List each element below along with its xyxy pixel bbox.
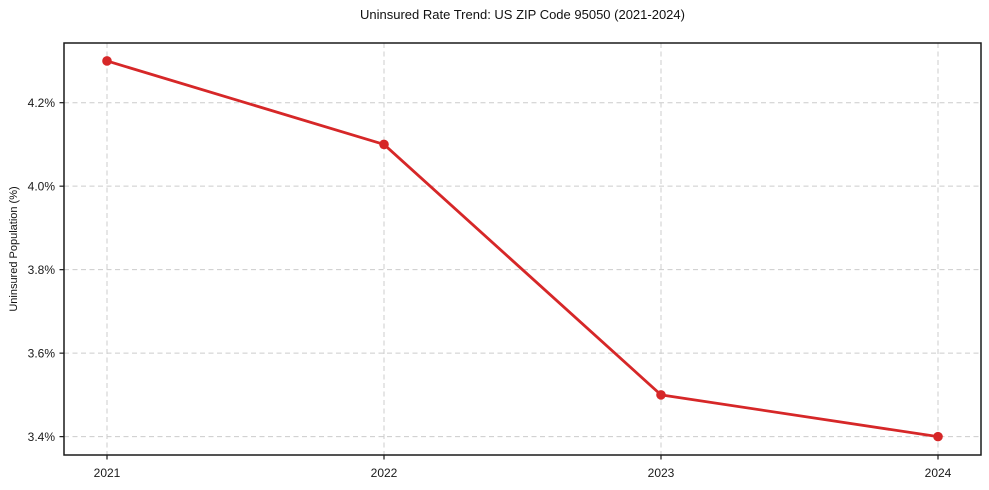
x-tick-label: 2023 bbox=[648, 466, 675, 480]
x-tick-label: 2021 bbox=[94, 466, 121, 480]
data-point-2024 bbox=[933, 431, 943, 442]
data-point-2023 bbox=[656, 390, 666, 400]
y-tick-label: 3.6% bbox=[28, 346, 56, 360]
chart-title: Uninsured Rate Trend: US ZIP Code 95050 … bbox=[360, 7, 685, 22]
plot-border bbox=[63, 42, 982, 456]
y-tick-label: 4.2% bbox=[28, 96, 56, 110]
x-tick-label: 2022 bbox=[371, 466, 398, 480]
x-tick-label: 2024 bbox=[925, 466, 952, 480]
data-point-2022 bbox=[379, 139, 389, 150]
y-tick-label: 3.4% bbox=[28, 430, 56, 444]
y-tick-label: 4.0% bbox=[28, 179, 56, 193]
y-tick-label: 3.8% bbox=[28, 263, 56, 277]
trend-line bbox=[105, 59, 940, 439]
data-point-2021 bbox=[102, 56, 112, 66]
